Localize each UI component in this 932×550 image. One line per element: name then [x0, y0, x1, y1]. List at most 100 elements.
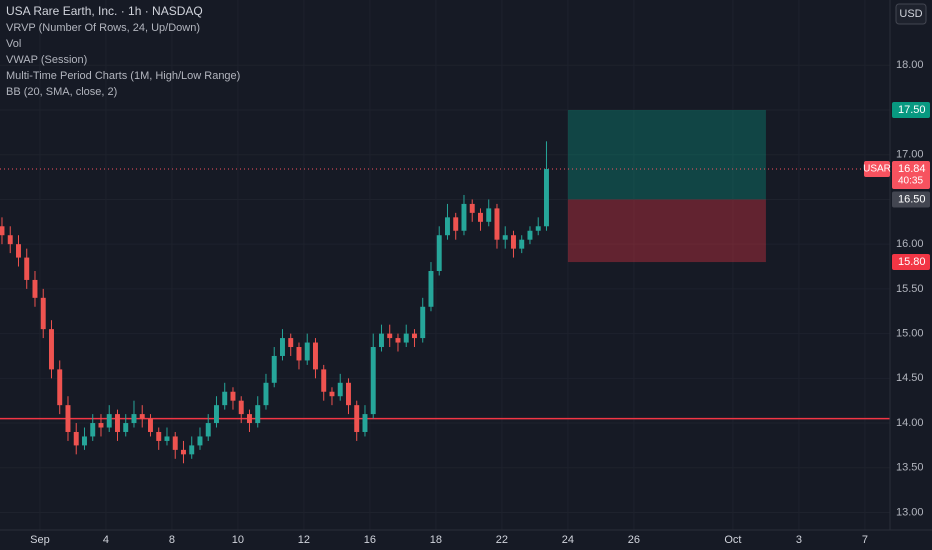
- candle-body: [527, 230, 533, 240]
- candle-body: [296, 347, 302, 361]
- indicator-label: VWAP (Session): [6, 54, 87, 66]
- candle-body: [16, 244, 21, 258]
- chart-title: USA Rare Earth, Inc. · 1h · NASDAQ: [6, 4, 203, 18]
- candle-body: [329, 391, 335, 397]
- candle-body: [535, 226, 541, 231]
- price-tag: [892, 191, 930, 208]
- candle-body: [519, 239, 525, 249]
- x-tick-label: 18: [430, 534, 442, 546]
- candle-body: [428, 270, 434, 307]
- candle-body: [131, 414, 137, 424]
- y-tick-label: 14.00: [896, 417, 924, 429]
- candle-body: [172, 436, 178, 450]
- candle-body: [148, 418, 153, 432]
- y-tick-label: 13.50: [896, 462, 924, 474]
- candle-body: [222, 391, 228, 406]
- currency[interactable]: USD: [899, 8, 922, 20]
- x-tick-label: Oct: [724, 534, 741, 546]
- candle-body: [98, 423, 104, 428]
- legend: USA Rare Earth, Inc. · 1h · NASDAQ VRVP …: [6, 4, 240, 98]
- candle-body: [453, 217, 459, 231]
- y-tick-label: 15.00: [896, 328, 924, 340]
- candle-body: [288, 338, 294, 348]
- candle-body: [90, 423, 96, 437]
- y-tick-label: 15.50: [896, 283, 924, 295]
- indicator-label: VRVP (Number Of Rows, 24, Up/Down): [6, 22, 200, 34]
- candle-body: [65, 405, 71, 432]
- x-tick-label: 16: [364, 534, 376, 546]
- currency-button[interactable]: [895, 3, 927, 25]
- candle-body: [214, 405, 219, 424]
- x-tick-label: 22: [496, 534, 508, 546]
- x-tick-label: 10: [232, 534, 244, 546]
- x-tick-label: 7: [862, 534, 868, 546]
- x-tick-label: 8: [169, 534, 175, 546]
- candle-body: [346, 382, 351, 406]
- candle-body: [7, 235, 13, 245]
- candle-body: [543, 169, 549, 227]
- candle-body: [370, 347, 376, 415]
- loss-zone: [567, 199, 766, 263]
- x-tick-label: 4: [103, 534, 109, 546]
- candle-body: [387, 333, 393, 339]
- candle-body: [313, 342, 318, 370]
- countdown: 40:35: [898, 176, 923, 187]
- candle-body: [106, 414, 112, 428]
- candle-body: [436, 235, 442, 271]
- candle-body: [230, 391, 236, 401]
- candle-body: [40, 297, 46, 330]
- candle-body: [461, 203, 467, 231]
- candle-body: [304, 342, 310, 361]
- indicator-label: Multi-Time Period Charts (1M, High/Low R…: [6, 70, 240, 82]
- x-tick-label: 3: [796, 534, 802, 546]
- candle-body: [271, 355, 277, 383]
- candle-body: [280, 338, 285, 356]
- candle-body: [379, 333, 384, 348]
- profit-zone: [567, 110, 766, 200]
- y-tick-label: 16.00: [896, 238, 924, 250]
- candle-body: [255, 405, 261, 424]
- indicator-label: Vol: [6, 38, 21, 50]
- candle-body: [510, 235, 516, 249]
- symbol-tag: [864, 161, 890, 178]
- candle-body: [247, 414, 252, 424]
- candle-body: [82, 436, 87, 446]
- y-tick-label: 18.00: [896, 59, 924, 71]
- candle-body: [477, 212, 483, 222]
- candle-body: [420, 306, 426, 339]
- candle-body: [494, 208, 500, 240]
- candle-body: [337, 382, 343, 397]
- symbol-label: USAR: [863, 164, 891, 175]
- candle-body: [486, 208, 492, 222]
- candle-body: [412, 333, 417, 339]
- last-price-label: 16.84: [898, 163, 926, 175]
- price-tag: [892, 102, 930, 119]
- candle-body: [403, 333, 409, 343]
- price-tag-label: 15.80: [898, 256, 926, 268]
- candle-body: [73, 431, 79, 446]
- y-tick-label: 17.00: [896, 149, 924, 161]
- candle-body: [24, 257, 30, 280]
- candle-body: [32, 279, 38, 298]
- candle-body: [362, 414, 368, 432]
- candle-body: [49, 329, 54, 370]
- x-tick-label: 26: [628, 534, 640, 546]
- candle-body: [354, 405, 360, 432]
- candle-body: [181, 449, 186, 455]
- x-tick-label: 12: [298, 534, 310, 546]
- candle-body: [445, 217, 450, 236]
- candle-body: [197, 436, 203, 446]
- candle-body: [139, 414, 145, 419]
- candle-body: [164, 436, 170, 441]
- candle-body: [502, 235, 508, 240]
- indicator-label: BB (20, SMA, close, 2): [6, 86, 117, 98]
- candle-body: [0, 226, 5, 236]
- price-tag-label: 16.50: [898, 193, 926, 205]
- candle-body: [321, 369, 327, 392]
- candle-body: [238, 400, 244, 415]
- candle-body: [123, 423, 129, 432]
- candle-body: [263, 382, 269, 406]
- x-tick-label: Sep: [30, 534, 50, 546]
